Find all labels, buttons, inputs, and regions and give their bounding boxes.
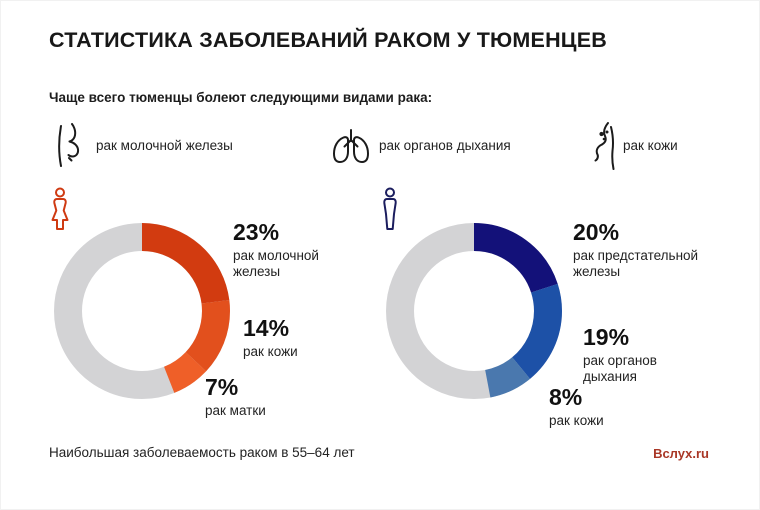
slice-label-respiratory-cancer: 19% рак органов дыхания — [583, 326, 683, 385]
lungs-icon — [331, 127, 371, 167]
man-icon — [379, 187, 401, 231]
legend-label-breast: рак молочной железы — [96, 138, 233, 153]
slice-name: рак кожи — [549, 413, 604, 428]
slice-percent: 14% — [243, 315, 290, 341]
slice-name: рак молочной железы — [233, 248, 319, 279]
slice-label-prostate-cancer: 20% рак предстательной железы — [573, 221, 715, 280]
slice-name: рак предстательной железы — [573, 248, 699, 279]
slice-name: рак кожи — [243, 344, 298, 359]
slice-label-uterine-cancer: 7% рак матки — [205, 376, 323, 419]
woman-icon — [49, 187, 71, 231]
slice-label-breast-cancer: 23% рак молочной железы — [233, 221, 351, 280]
brand-logo: Вслух.ru — [653, 446, 709, 461]
slice-percent: 23% — [233, 219, 280, 245]
legend-label-lungs: рак органов дыхания — [379, 138, 511, 153]
slice-percent: 20% — [573, 219, 620, 245]
slice-percent: 7% — [205, 374, 239, 400]
slice-name: рак матки — [205, 403, 266, 418]
breast-icon — [53, 123, 85, 169]
slice-name: рак органов дыхания — [583, 353, 657, 384]
donut-chart-women — [54, 223, 230, 399]
skin-icon — [589, 121, 617, 171]
page-title: СТАТИСТИКА ЗАБОЛЕВАНИЙ РАКОМ У ТЮМЕНЦЕВ — [49, 28, 607, 52]
slice-percent: 8% — [549, 384, 583, 410]
subtitle: Чаще всего тюменцы болеют следующими вид… — [49, 90, 433, 105]
footer-note: Наибольшая заболеваемость раком в 55–64 … — [49, 445, 355, 460]
legend-label-skin: рак кожи — [623, 138, 678, 153]
slice-percent: 19% — [583, 324, 630, 350]
donut-chart-men — [386, 223, 562, 399]
slice-label-skin-cancer-men: 8% рак кожи — [549, 386, 659, 429]
slice-label-skin-cancer-women: 14% рак кожи — [243, 317, 361, 360]
